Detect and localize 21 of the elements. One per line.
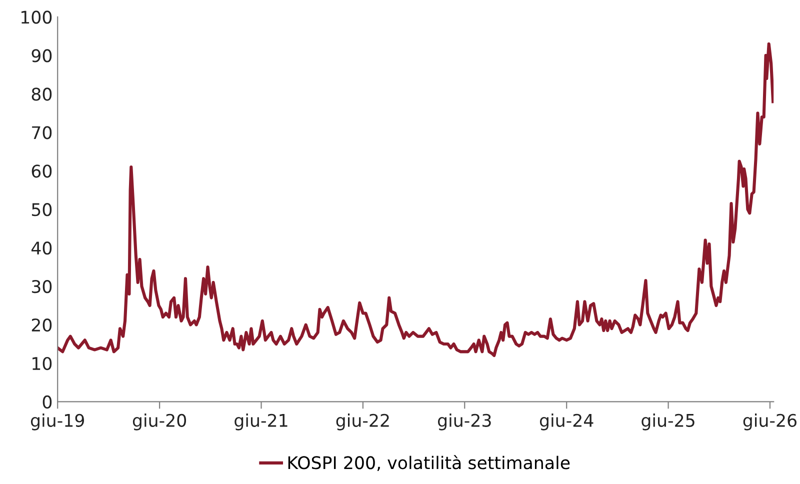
x-tick-label: giu-22 (336, 414, 389, 430)
y-tick-label: 80 (32, 88, 52, 101)
x-tick-label: giu-23 (438, 414, 491, 430)
y-tick-label: 70 (32, 126, 52, 140)
legend-label: KOSPI 200, volatilità settimanale (288, 455, 570, 472)
y-tick-label: 30 (32, 280, 52, 294)
y-tick-label: 90 (32, 49, 52, 62)
x-tick-label: giu-26 (743, 414, 796, 430)
x-tick-label: giu-20 (132, 414, 186, 430)
x-tick-label: giu-21 (234, 414, 288, 430)
y-tick-label: 20 (32, 318, 52, 332)
x-tick-label: giu-25 (642, 414, 694, 430)
y-tick-label: 50 (32, 203, 52, 216)
y-tick-label: 0 (42, 395, 52, 409)
y-tick-label: 100 (22, 10, 52, 24)
y-tick-label: 60 (32, 164, 52, 178)
x-tick-label: giu-24 (540, 414, 594, 430)
line-series (58, 42, 774, 358)
x-tick-label: giu-19 (30, 414, 84, 430)
y-tick-label: 40 (31, 242, 52, 255)
y-tick-label: 10 (32, 356, 52, 370)
